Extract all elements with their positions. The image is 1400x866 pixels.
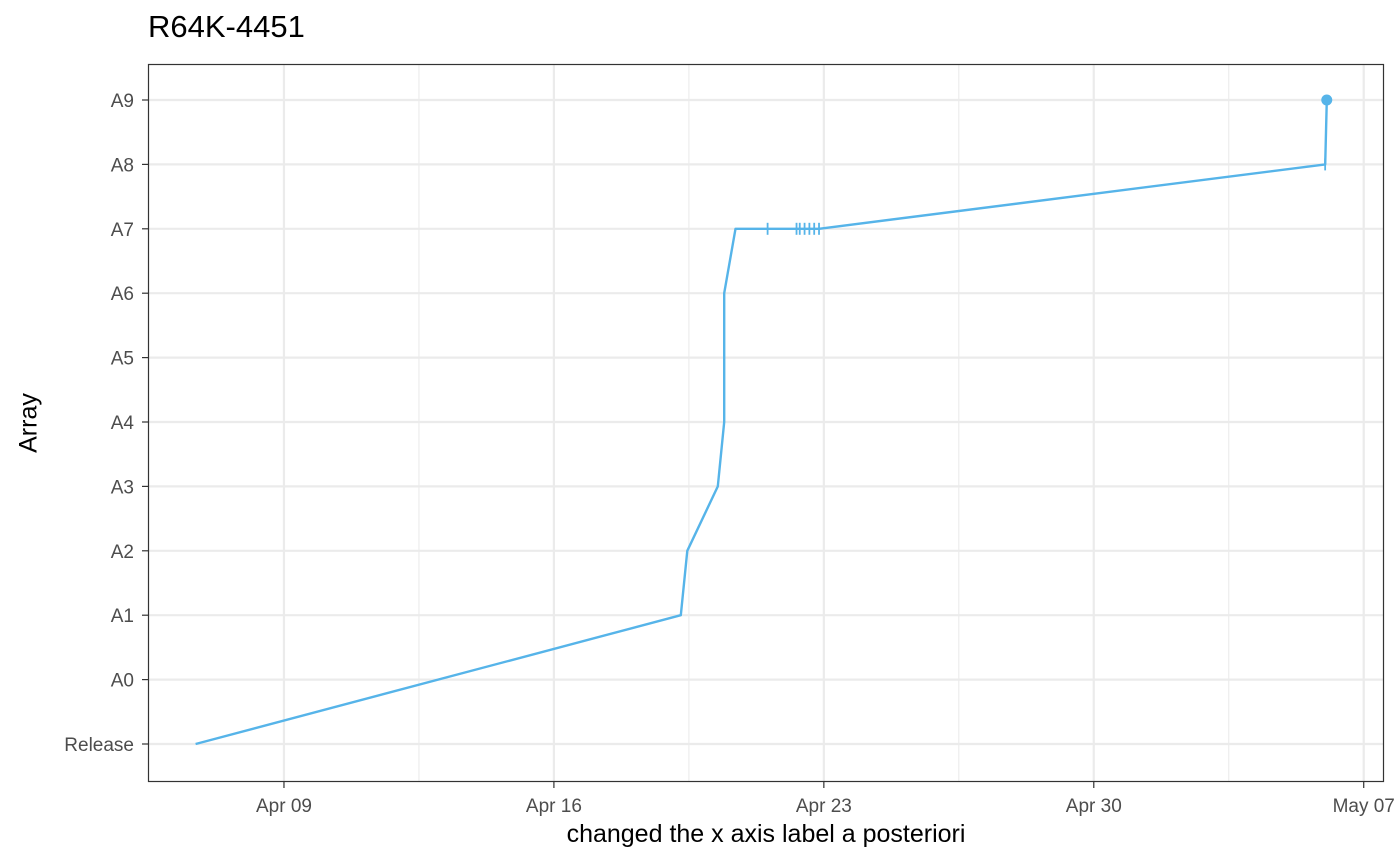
y-tick-label: A2 (111, 542, 134, 563)
x-tick-label: Apr 09 (256, 796, 312, 817)
y-tick-label: A3 (111, 477, 134, 498)
x-tick-label: May 07 (1333, 796, 1395, 817)
x-tick-label: Apr 23 (796, 796, 852, 817)
y-tick-label: A8 (111, 155, 134, 176)
y-tick-label: A0 (111, 671, 134, 692)
y-tick-label: A4 (111, 413, 135, 434)
x-tick-label: Apr 30 (1066, 796, 1122, 817)
x-axis: Apr 09 Apr 16 Apr 23 Apr 30 May 07 (256, 781, 1395, 817)
y-tick-label: A7 (111, 220, 134, 241)
panel-border (147, 63, 1385, 783)
series-layer (195, 94, 1333, 746)
x-tick-label: Apr 16 (526, 796, 582, 817)
y-tick-label: A9 (111, 91, 134, 112)
chart-title: R64K-4451 (148, 9, 305, 44)
major-gridlines (149, 65, 1383, 781)
y-tick-label: Release (64, 735, 134, 756)
y-axis: Release A0 A1 A2 A3 A4 A5 A6 A7 A8 A9 (64, 91, 149, 756)
x-axis-label: changed the x axis label a posteriori (566, 820, 966, 848)
y-tick-label: A6 (111, 284, 134, 305)
y-tick-label: A1 (111, 606, 134, 627)
y-tick-label: A5 (111, 349, 134, 370)
series-line (195, 99, 1328, 746)
series-end-point (1321, 94, 1333, 106)
